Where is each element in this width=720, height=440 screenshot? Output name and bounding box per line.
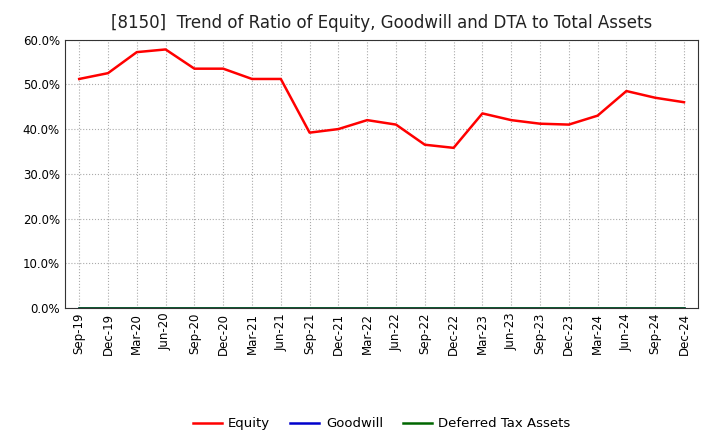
Deferred Tax Assets (449, 305, 458, 311)
Equity (363, 117, 372, 123)
Equity (334, 126, 343, 132)
Equity (276, 76, 285, 81)
Goodwill (219, 305, 228, 311)
Goodwill (276, 305, 285, 311)
Equity (536, 121, 544, 126)
Deferred Tax Assets (651, 305, 660, 311)
Equity (392, 122, 400, 127)
Deferred Tax Assets (161, 305, 170, 311)
Goodwill (564, 305, 573, 311)
Deferred Tax Assets (680, 305, 688, 311)
Line: Equity: Equity (79, 49, 684, 148)
Goodwill (622, 305, 631, 311)
Goodwill (478, 305, 487, 311)
Deferred Tax Assets (219, 305, 228, 311)
Goodwill (190, 305, 199, 311)
Deferred Tax Assets (536, 305, 544, 311)
Equity (564, 122, 573, 127)
Goodwill (651, 305, 660, 311)
Deferred Tax Assets (507, 305, 516, 311)
Goodwill (305, 305, 314, 311)
Equity (478, 111, 487, 116)
Equity (161, 47, 170, 52)
Equity (190, 66, 199, 71)
Deferred Tax Assets (248, 305, 256, 311)
Equity (420, 142, 429, 147)
Equity (219, 66, 228, 71)
Deferred Tax Assets (564, 305, 573, 311)
Goodwill (449, 305, 458, 311)
Goodwill (132, 305, 141, 311)
Equity (651, 95, 660, 100)
Title: [8150]  Trend of Ratio of Equity, Goodwill and DTA to Total Assets: [8150] Trend of Ratio of Equity, Goodwil… (111, 15, 652, 33)
Deferred Tax Assets (75, 305, 84, 311)
Deferred Tax Assets (478, 305, 487, 311)
Goodwill (680, 305, 688, 311)
Deferred Tax Assets (276, 305, 285, 311)
Equity (305, 130, 314, 135)
Goodwill (104, 305, 112, 311)
Deferred Tax Assets (305, 305, 314, 311)
Legend: Equity, Goodwill, Deferred Tax Assets: Equity, Goodwill, Deferred Tax Assets (187, 412, 576, 436)
Goodwill (363, 305, 372, 311)
Goodwill (392, 305, 400, 311)
Deferred Tax Assets (622, 305, 631, 311)
Goodwill (507, 305, 516, 311)
Equity (104, 70, 112, 76)
Equity (132, 49, 141, 55)
Goodwill (536, 305, 544, 311)
Goodwill (593, 305, 602, 311)
Equity (248, 76, 256, 81)
Equity (680, 99, 688, 105)
Deferred Tax Assets (392, 305, 400, 311)
Goodwill (248, 305, 256, 311)
Equity (507, 117, 516, 123)
Goodwill (334, 305, 343, 311)
Deferred Tax Assets (104, 305, 112, 311)
Goodwill (420, 305, 429, 311)
Deferred Tax Assets (420, 305, 429, 311)
Equity (622, 88, 631, 94)
Goodwill (161, 305, 170, 311)
Goodwill (75, 305, 84, 311)
Deferred Tax Assets (334, 305, 343, 311)
Deferred Tax Assets (132, 305, 141, 311)
Equity (449, 145, 458, 150)
Equity (593, 113, 602, 118)
Deferred Tax Assets (190, 305, 199, 311)
Equity (75, 76, 84, 81)
Deferred Tax Assets (363, 305, 372, 311)
Deferred Tax Assets (593, 305, 602, 311)
